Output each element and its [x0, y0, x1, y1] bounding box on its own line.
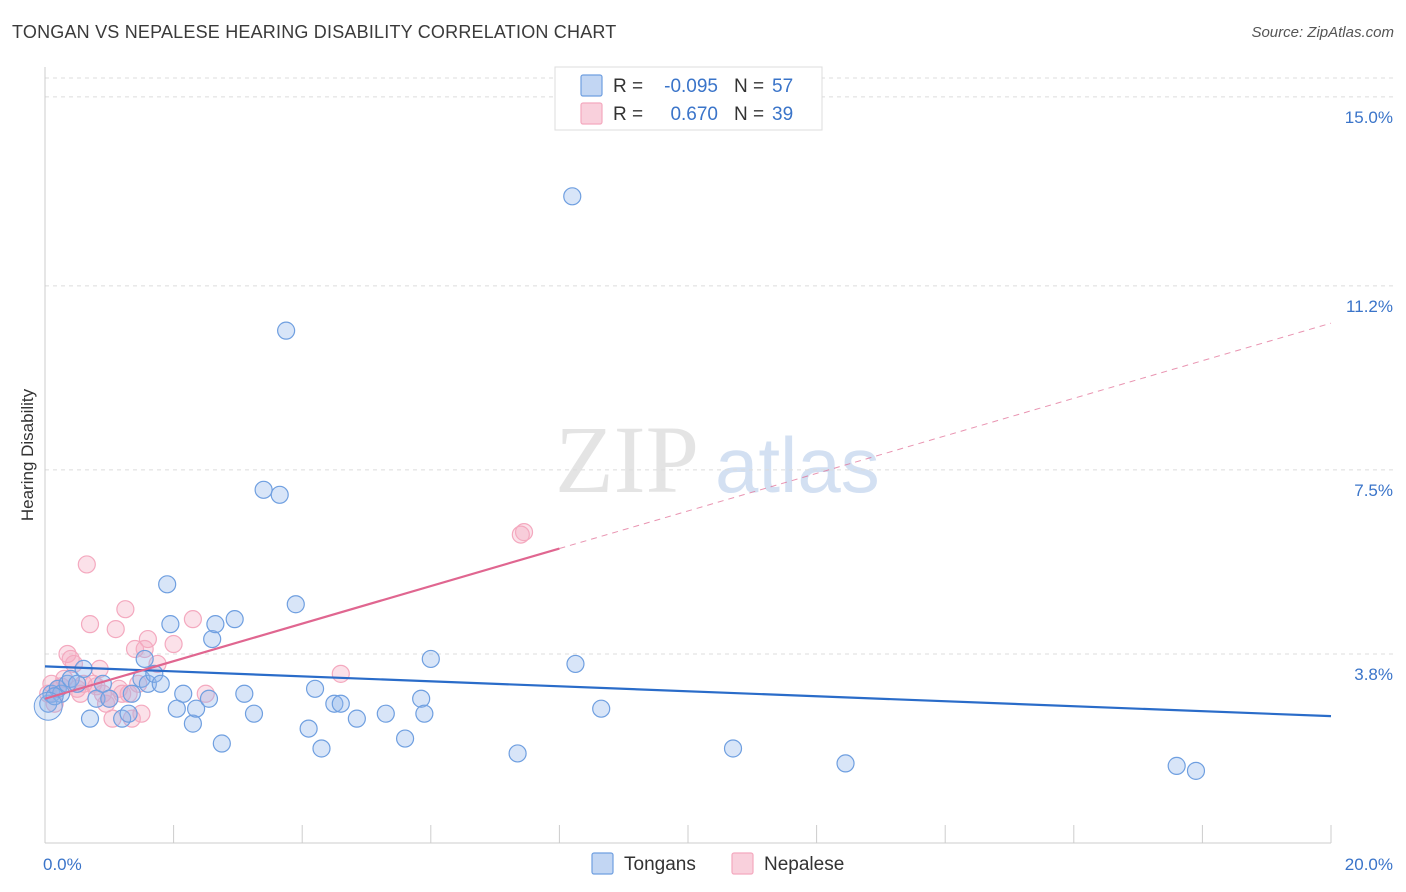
- legend-tongans-swatch: [580, 74, 603, 97]
- legend-nepalese-r: 0.670: [670, 104, 718, 125]
- y-tick-label: 11.2%: [1346, 297, 1393, 316]
- nepalese-point: [138, 629, 157, 649]
- tongans-point: [80, 709, 100, 728]
- tongans-point: [199, 689, 219, 708]
- tongans-point: [1186, 761, 1206, 780]
- tongans-point: [161, 615, 180, 634]
- tongans-point: [508, 744, 527, 763]
- tongans-point: [151, 674, 170, 693]
- tongans-point: [277, 321, 296, 340]
- nepalese-point: [196, 684, 215, 703]
- axes: [44, 67, 1332, 844]
- nepalese-trend-extension: [559, 322, 1332, 549]
- nepalese-point: [116, 600, 135, 619]
- tongans-point: [376, 704, 395, 723]
- tongans-point: [235, 684, 254, 703]
- tongans-point: [415, 704, 434, 723]
- tongans-point: [244, 704, 264, 723]
- y-tick-label: 7.5%: [1354, 481, 1393, 500]
- legend-tongans-n: 57: [772, 76, 793, 97]
- tongans-point: [299, 719, 318, 738]
- nepalese-point: [164, 634, 183, 654]
- tongans-point: [286, 595, 305, 614]
- tongans-point: [592, 699, 611, 718]
- tongans-point: [174, 684, 193, 703]
- tongans-point: [119, 704, 138, 723]
- tongans-point: [325, 694, 344, 713]
- nepalese-point: [129, 674, 148, 693]
- watermark-atlas: atlas: [715, 421, 880, 509]
- nepalese-point: [122, 709, 141, 728]
- tongans-point: [225, 610, 244, 629]
- tongans-point: [138, 674, 157, 693]
- tongans-point: [1167, 756, 1186, 775]
- tongans-point: [187, 699, 206, 718]
- tongans-point: [836, 754, 855, 773]
- tongans-point: [305, 679, 325, 698]
- nepalese-point: [511, 525, 530, 544]
- gridlines: [45, 77, 1395, 655]
- chart-title: TONGAN VS NEPALESE HEARING DISABILITY CO…: [12, 22, 617, 42]
- legend-tongans-n-label: N =: [734, 76, 764, 97]
- legend-tongans-r-label: R =: [613, 76, 643, 97]
- series-legend: Tongans Nepalese: [591, 852, 844, 875]
- nepalese-point: [132, 704, 151, 723]
- tongans-point: [270, 485, 289, 504]
- nepalese-point: [183, 610, 202, 629]
- bottom-legend-nepalese-swatch: [731, 852, 754, 875]
- tongans-point: [563, 187, 582, 206]
- legend-nepalese-swatch: [580, 102, 603, 125]
- trend-lines: [44, 322, 1332, 718]
- tongans-point: [347, 709, 366, 728]
- tongans-point: [100, 689, 119, 708]
- tongans-point: [158, 575, 177, 594]
- nepalese-point: [106, 620, 125, 639]
- tongans-point: [206, 615, 225, 634]
- nepalese-point: [77, 555, 96, 574]
- tongans-point: [566, 654, 585, 674]
- legend-nepalese-r-label: R =: [613, 104, 643, 125]
- tongans-point: [395, 729, 415, 748]
- nepalese-point: [80, 615, 100, 634]
- bottom-legend-tongans-swatch: [591, 852, 614, 875]
- tongans-point: [33, 691, 63, 721]
- nepalese-point: [58, 644, 77, 664]
- correlation-legend: R = -0.095 N = 57 R = 0.670 N = 39: [554, 66, 823, 131]
- y-tick-label: 3.8%: [1354, 665, 1393, 684]
- tick-labels: 3.8% 7.5% 11.2% 15.0% 0.0% 20.0%: [43, 108, 1393, 874]
- tongans-point: [122, 684, 141, 703]
- tongans-point: [203, 629, 222, 649]
- watermark: ZIP atlas: [555, 406, 880, 513]
- tongans-point: [331, 694, 350, 713]
- nepalese-point: [514, 523, 534, 542]
- y-tick-label: 15.0%: [1345, 108, 1393, 127]
- tongans-point: [183, 714, 202, 733]
- x-tick-label-min: 0.0%: [43, 855, 82, 874]
- tongans-point: [39, 694, 58, 713]
- tongans-trend-line: [44, 665, 1332, 718]
- tongans-point: [412, 689, 431, 708]
- legend-tongans-r: -0.095: [664, 76, 718, 97]
- nepalese-point: [125, 639, 145, 659]
- legend-nepalese-n-label: N =: [734, 104, 764, 125]
- nepalese-trend-line: [44, 547, 560, 700]
- x-tick-label-max: 20.0%: [1345, 855, 1393, 874]
- watermark-zip: ZIP: [555, 406, 699, 513]
- nepalese-point: [331, 664, 350, 683]
- source-label: Source: ZipAtlas.com: [1251, 24, 1394, 41]
- tongans-point: [723, 739, 743, 758]
- bottom-legend-nepalese: Nepalese: [764, 854, 844, 875]
- nepalese-point: [135, 639, 154, 659]
- tongans-point: [254, 480, 273, 499]
- y-axis-title: Hearing Disability: [18, 388, 37, 521]
- tongans-point: [135, 649, 154, 669]
- tongans-point: [421, 649, 440, 669]
- bottom-legend-tongans: Tongans: [624, 854, 696, 875]
- tongans-point: [312, 739, 331, 758]
- tongans-point: [212, 734, 231, 753]
- legend-nepalese-n: 39: [772, 104, 793, 125]
